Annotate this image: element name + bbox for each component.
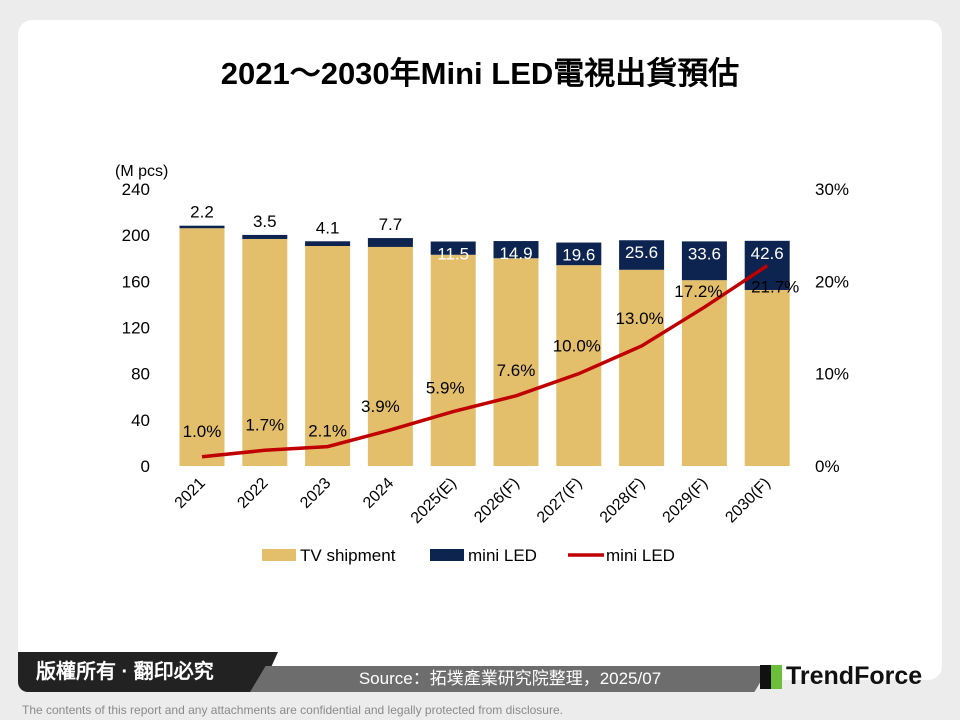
disclaimer: The contents of this report and any atta… [22, 703, 563, 717]
mini-led-data-label: 42.6 [751, 244, 784, 263]
mini-led-share-line [201, 264, 769, 459]
share-data-label: 1.7% [245, 415, 284, 434]
y-tick-label: 40 [131, 411, 150, 430]
mini-led-data-label: 14.9 [499, 244, 532, 263]
mini-led-data-label: 2.2 [190, 203, 214, 222]
bar-tv-shipment [430, 254, 476, 466]
mini-led-data-label: 11.5 [437, 245, 469, 264]
bar-mini-led [744, 240, 790, 290]
bar-mini-led [367, 238, 413, 247]
chart-title: 2021～2030年Mini LED電視出貨預估 [220, 56, 740, 91]
mini-led-data-label: 4.1 [316, 218, 340, 237]
x-tick-label: 2030(F) [722, 475, 774, 527]
bar-tv-shipment [681, 280, 727, 466]
mini-led-data-label: 3.5 [253, 212, 277, 231]
x-tick-label: 2024 [360, 475, 397, 512]
y-tick-label: 80 [131, 365, 150, 384]
mini-led-data-label: 25.6 [625, 243, 658, 262]
legend-swatch [262, 549, 296, 561]
bar-mini-led [619, 240, 665, 270]
share-data-label: 5.9% [426, 379, 465, 398]
bar-tv-shipment [619, 269, 665, 466]
trendforce-logo-icon [760, 664, 782, 689]
share-data-label: 7.6% [497, 361, 536, 380]
x-tick-label: 2026(F) [471, 475, 523, 527]
share-data-label: 1.0% [183, 422, 222, 441]
mini-led-data-label: 7.7 [379, 215, 403, 234]
legend-label: TV shipment [300, 546, 396, 565]
legend-label: mini LED [468, 546, 537, 565]
share-data-label: 3.9% [361, 397, 400, 416]
y2-tick-label: 30% [815, 180, 849, 199]
x-tick-label: 2025(E) [408, 475, 460, 527]
share-data-label: 17.2% [674, 282, 722, 301]
y-axis-label: (M pcs) [115, 163, 168, 180]
x-tick-label: 2029(F) [660, 475, 712, 527]
bar-mini-led [493, 241, 539, 259]
y2-tick-label: 10% [815, 365, 849, 384]
y2-tick-label: 20% [815, 272, 849, 291]
x-tick-label: 2022 [234, 475, 271, 512]
mini-led-data-label: 19.6 [562, 246, 595, 265]
x-tick-label: 2027(F) [534, 475, 586, 527]
legend-swatch [430, 549, 464, 561]
y-tick-label: 200 [122, 226, 150, 245]
bar-tv-shipment [744, 289, 790, 466]
bar-mini-led [305, 241, 351, 247]
bar-mini-led [430, 241, 476, 255]
legend-label: mini LED [606, 546, 675, 565]
x-tick-label: 2023 [297, 475, 334, 512]
bar-mini-led [242, 234, 288, 239]
y2-tick-label: 0% [815, 457, 840, 476]
trendforce-logo: TrendForce [760, 662, 922, 691]
copyright-banner: 版權所有 · 翻印必究 [18, 652, 278, 692]
bar-tv-shipment [242, 238, 288, 466]
bar-mini-led [681, 241, 727, 281]
y-tick-label: 240 [122, 180, 150, 199]
share-data-label: 2.1% [308, 422, 347, 441]
bar-tv-shipment [493, 258, 539, 466]
bar-mini-led [179, 225, 225, 229]
y-tick-label: 0 [141, 457, 150, 476]
y-tick-label: 160 [122, 272, 150, 291]
bar-tv-shipment [305, 246, 351, 466]
mini-led-data-label: 33.6 [688, 244, 721, 263]
x-tick-label: 2028(F) [597, 475, 649, 527]
logo-text: TrendForce [786, 662, 923, 690]
bar-mini-led [556, 242, 602, 266]
share-data-label: 13.0% [615, 309, 663, 328]
share-data-label: 10.0% [553, 337, 601, 356]
y-tick-label: 120 [122, 319, 150, 338]
bar-tv-shipment [179, 228, 225, 466]
x-tick-label: 2021 [172, 475, 209, 512]
share-data-label: 21.7% [751, 278, 799, 297]
source-note: Source：拓墣產業研究院整理，2025/07 [250, 666, 770, 692]
